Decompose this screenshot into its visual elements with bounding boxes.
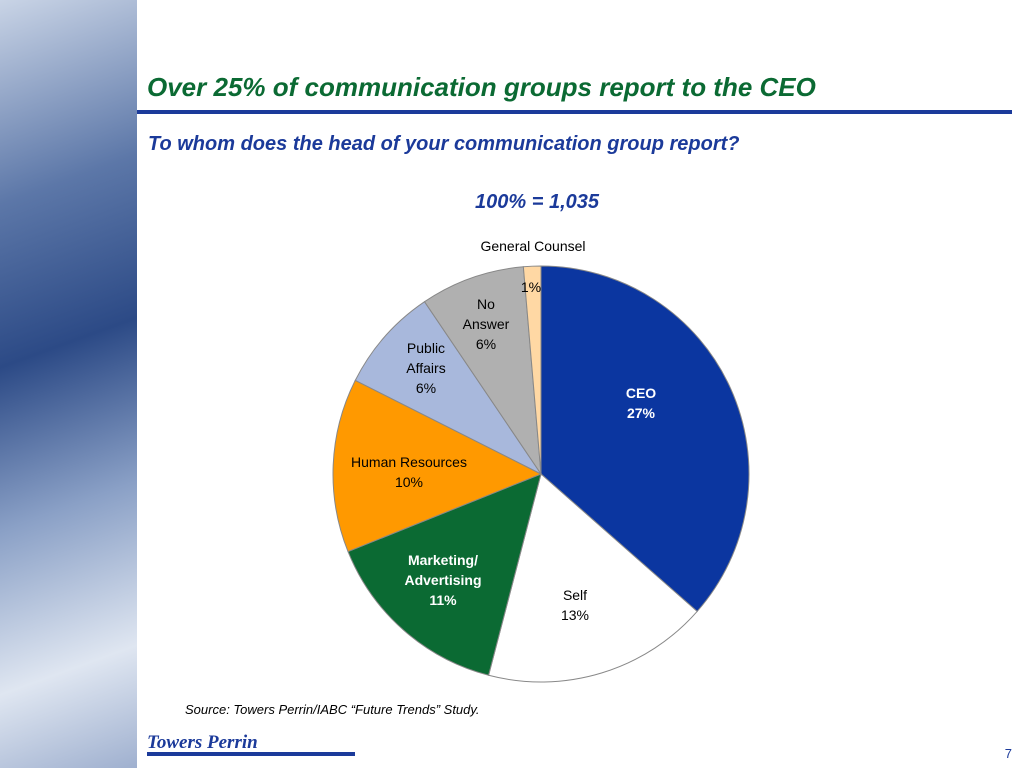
slice-label-text: General Counsel — [480, 238, 586, 254]
slice-label-text: 6% — [415, 380, 437, 396]
slice-label: No Answer 6% — [459, 294, 514, 354]
page-number: 7 — [1004, 746, 1012, 761]
pie-slice — [354, 300, 543, 476]
slice-label-text: Self — [562, 587, 588, 603]
slice-label-text: CEO — [625, 385, 657, 401]
pie-slice — [347, 473, 542, 676]
slice-label-text: 1% — [520, 279, 542, 295]
slice-label-text: No Answer — [462, 296, 510, 332]
slice-label-text: 10% — [394, 474, 424, 490]
logo-rule — [147, 752, 355, 756]
chart-title: To whom does the head of your communicat… — [148, 133, 740, 155]
slice-label: Self 13% — [545, 585, 605, 625]
pie-slice — [423, 266, 542, 476]
slice-label-text: 27% — [626, 405, 656, 421]
slice-label-text: 11% — [429, 592, 457, 608]
logo: Towers Perrin — [147, 732, 258, 753]
slice-label: General Counsel — [453, 236, 613, 256]
slide-title: Over 25% of communication groups report … — [147, 72, 816, 102]
source-note: Source: Towers Perrin/IABC “Future Trend… — [185, 702, 480, 717]
slice-label: CEO 27% — [601, 383, 681, 423]
slice-label-text: 13% — [560, 607, 590, 623]
slice-label-text: Public Affairs — [406, 340, 446, 376]
title-rule — [137, 110, 1012, 114]
slice-value: 1% — [511, 277, 551, 297]
pie-slice — [522, 265, 542, 475]
slice-label-text: 6% — [475, 336, 497, 352]
slice-label: Marketing/ Advertising 11% — [398, 550, 488, 610]
pie-slice — [332, 379, 543, 553]
chart-subtitle: 100% = 1,035 — [475, 191, 599, 213]
slice-label-text: Marketing/ Advertising — [404, 552, 482, 588]
slice-label: Human Resources 10% — [334, 452, 484, 492]
pie-slice — [540, 265, 750, 613]
photo-strip — [0, 0, 137, 768]
slice-label: Public Affairs 6% — [401, 338, 451, 398]
pie-slice — [487, 473, 698, 683]
slice-label-text: Human Resources — [351, 454, 467, 470]
